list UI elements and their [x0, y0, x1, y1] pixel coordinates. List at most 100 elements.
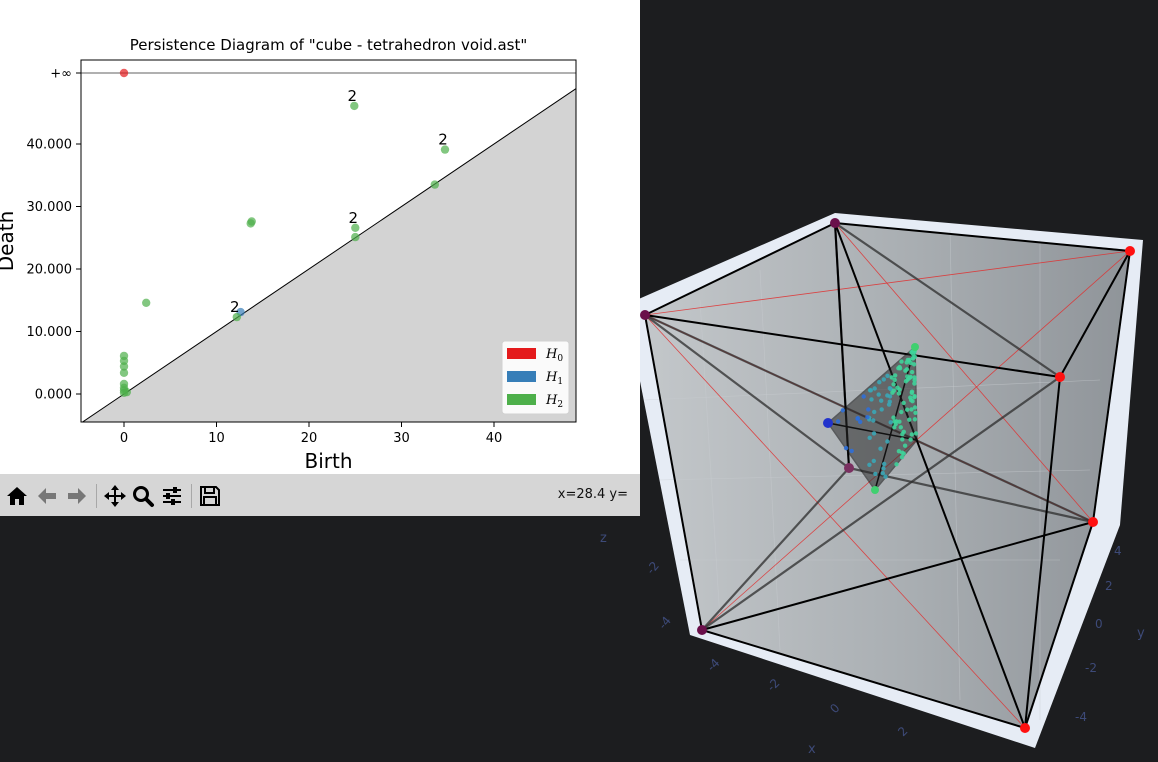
inner-edge: [644, 314, 850, 469]
matplotlib-toolbar: x=28.4 y=: [0, 474, 640, 516]
home-icon: [7, 487, 27, 505]
inner-edge: [834, 222, 1061, 378]
diagram-point-h0: [119, 68, 129, 78]
diagram-point-h2: [122, 387, 131, 397]
multiplicity-label: 2: [230, 298, 240, 316]
x-tick-label: 10: [208, 431, 225, 446]
flow-point: [869, 397, 874, 402]
cube-vertex: [640, 310, 650, 320]
cube-edge: [1092, 250, 1131, 523]
diagram-point-h2: [430, 180, 439, 189]
pan-button[interactable]: [101, 482, 129, 510]
diagram-point-h2: [142, 298, 151, 307]
back-arrow-icon: [38, 488, 56, 504]
cube-vertex: [830, 218, 840, 228]
z-axis-label: z: [600, 531, 607, 546]
flow-point: [867, 462, 872, 467]
diagram-point-h2: [246, 219, 255, 228]
flow-point: [881, 377, 886, 382]
flow-point: [871, 431, 877, 436]
diagram-point-h2: [119, 362, 129, 371]
forward-button[interactable]: [63, 482, 91, 510]
tetrahedron-edge: [827, 422, 918, 441]
flow-point: [900, 450, 905, 455]
flow-point: [907, 375, 912, 380]
flow-point: [880, 471, 885, 476]
y-tick-label: 20.000: [27, 263, 73, 278]
flow-point: [912, 417, 918, 422]
legend-label: H1: [545, 370, 563, 387]
cube-edge: [834, 222, 1026, 729]
cube-edge: [834, 222, 1131, 252]
grid-line: [699, 299, 721, 621]
x-tick-label: -4: [704, 656, 722, 674]
flow-point: [912, 381, 917, 386]
configure-subplots-button[interactable]: [158, 482, 186, 510]
zoom-button[interactable]: [129, 482, 157, 510]
pan-icon: [104, 485, 126, 507]
y-tick-label: 40.000: [27, 138, 73, 153]
save-button[interactable]: [196, 482, 224, 510]
x-tick-label: 0: [120, 431, 128, 446]
flow-point: [879, 407, 884, 412]
flow-point: [893, 373, 898, 378]
inner-edge: [848, 466, 1094, 524]
legend-label: H2: [545, 393, 563, 410]
y-tick-label: 30.000: [27, 200, 73, 215]
cube-edge: [1024, 376, 1061, 729]
flow-point: [872, 409, 877, 415]
flow-point: [912, 375, 917, 380]
zoom-icon: [133, 486, 154, 507]
back-button[interactable]: [33, 482, 61, 510]
diagram-point-h2: [119, 368, 129, 377]
y-tick-label: -4: [1075, 710, 1087, 724]
flow-point: [886, 402, 892, 407]
grid-line: [949, 229, 961, 701]
flow-point: [908, 437, 913, 442]
cube-edge: [701, 629, 1026, 729]
flow-point: [876, 392, 881, 397]
flow-point: [901, 400, 906, 406]
flow-point: [889, 375, 894, 380]
diagram-point-h2: [351, 232, 360, 242]
home-button[interactable]: [3, 482, 31, 510]
flow-point: [866, 407, 871, 412]
flow-point: [905, 407, 910, 412]
axes-frame: [80, 59, 577, 423]
flow-point: [909, 432, 914, 437]
y-tick-label: -2: [1085, 661, 1097, 675]
vertex-point: [823, 418, 833, 428]
diagram-point-h2: [232, 312, 241, 322]
vertex-point: [911, 343, 919, 351]
diagonal-edge: [644, 314, 1026, 729]
flow-point: [913, 431, 919, 436]
cube-edge: [644, 314, 703, 631]
z-tick-label: -2: [644, 559, 662, 577]
flow-point: [901, 429, 906, 434]
flow-point: [897, 364, 902, 370]
y-axis-label: y: [1137, 626, 1145, 641]
y-axis-label: Death: [0, 211, 18, 271]
inner-edge: [701, 467, 850, 631]
diagram-point-h2: [440, 145, 450, 154]
flow-point: [899, 359, 904, 364]
flow-point: [909, 350, 914, 355]
flow-point: [911, 362, 917, 367]
flow-point: [879, 398, 884, 403]
configure-subplots-icon: [163, 487, 181, 505]
diagonal-line: [81, 87, 576, 422]
flow-point: [891, 382, 896, 387]
flow-point: [861, 394, 866, 399]
flow-point: [903, 368, 908, 373]
flow-point: [872, 386, 877, 391]
flow-point: [909, 369, 915, 375]
flow-point: [896, 449, 902, 454]
inner-edge: [701, 376, 1061, 631]
flow-point: [840, 408, 845, 413]
cube-vertex: [1020, 723, 1030, 733]
forward-arrow-icon: [68, 488, 86, 504]
flow-point: [871, 458, 876, 464]
x-tick-label: -2: [764, 676, 782, 694]
flow-point: [900, 437, 905, 442]
